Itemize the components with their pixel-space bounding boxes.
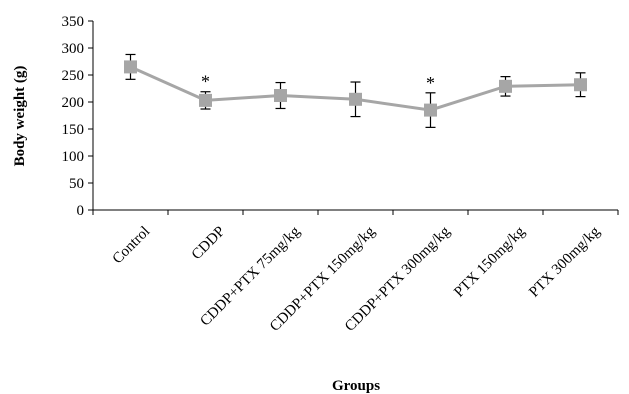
- x-tick-label: Control: [110, 224, 154, 268]
- error-bars: [125, 53, 586, 128]
- data-point: [424, 103, 437, 117]
- y-tick-label: 50: [69, 176, 84, 192]
- data-point: [124, 60, 137, 74]
- y-axis-ticks: 0 50 100 150 200 250 300 350: [62, 14, 93, 219]
- significance-labels: * *: [201, 72, 435, 93]
- x-tick-label: CDDP: [189, 224, 229, 264]
- x-axis-title: Groups: [332, 378, 380, 394]
- y-tick-label: 150: [62, 122, 85, 138]
- y-tick-label: 200: [62, 95, 85, 111]
- data-point: [199, 93, 212, 107]
- data-point: [349, 92, 362, 106]
- data-point: [574, 78, 587, 92]
- data-point: [499, 79, 512, 93]
- x-tick-label: PTX 300mg/kg: [526, 223, 603, 300]
- data-point: [274, 89, 287, 103]
- y-tick-label: 350: [62, 14, 85, 30]
- data-markers: [124, 60, 587, 117]
- y-tick-label: 0: [77, 203, 85, 219]
- y-tick-label: 250: [62, 68, 85, 84]
- x-tick-label: PTX 150mg/kg: [451, 223, 528, 300]
- y-tick-label: 300: [62, 41, 85, 57]
- y-axis-title: Body weight (g): [12, 66, 28, 167]
- y-tick-label: 100: [62, 149, 85, 165]
- significance-marker: *: [201, 72, 210, 92]
- significance-marker: *: [426, 73, 435, 93]
